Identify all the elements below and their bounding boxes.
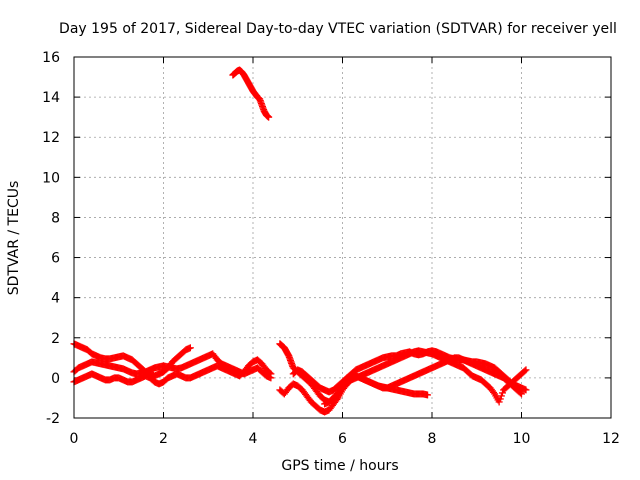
data-point (496, 395, 504, 403)
y-tick-label: 6 (51, 251, 60, 267)
data-point (498, 389, 506, 397)
plot-frame (73, 56, 612, 419)
data-point (497, 392, 505, 400)
chart-title: Day 195 of 2017, Sidereal Day-to-day VTE… (59, 21, 617, 37)
data-point (516, 389, 524, 397)
y-axis-label: SDTVAR / TECUs (6, 181, 22, 296)
y-tick-label: 10 (42, 170, 60, 186)
y-tick-label: 16 (42, 50, 60, 66)
data-point (495, 398, 503, 406)
data-point (186, 344, 194, 352)
data-point (490, 388, 498, 396)
y-tick-label: 8 (51, 210, 60, 226)
y-tick-label: 2 (51, 331, 60, 347)
data-point (522, 386, 530, 394)
x-tick-label: 8 (428, 431, 437, 447)
y-tick-label: -2 (46, 411, 60, 427)
data-point (266, 369, 274, 377)
y-tick-label: 14 (42, 90, 60, 106)
x-tick-label: 12 (602, 431, 620, 447)
x-tick-label: 2 (159, 431, 168, 447)
data-points (70, 66, 530, 416)
grid (74, 57, 611, 418)
data-point (267, 370, 275, 378)
data-point (518, 390, 525, 398)
data-point (424, 391, 432, 399)
axis-ticks: 0 2 4 6 8 10 12 -2 0 2 4 6 8 10 12 14 16 (42, 50, 620, 447)
x-tick-label: 10 (513, 431, 531, 447)
x-tick-label: 0 (70, 431, 79, 447)
x-tick-label: 4 (249, 431, 258, 447)
x-axis-label: GPS time / hours (281, 458, 398, 474)
y-tick-label: 4 (51, 291, 60, 307)
x-tick-label: 6 (338, 431, 347, 447)
y-tick-label: 12 (42, 130, 60, 146)
data-point (521, 367, 529, 375)
y-tick-label: 0 (51, 371, 60, 387)
data-point (522, 366, 530, 374)
data-point (265, 113, 273, 121)
